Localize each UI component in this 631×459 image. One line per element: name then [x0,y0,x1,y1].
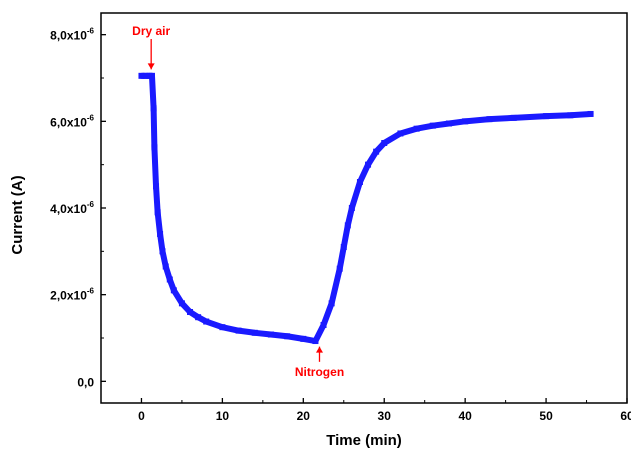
data-point [344,222,351,229]
data-point [336,265,343,272]
data-point [373,148,380,155]
data-point [187,309,194,315]
y-tick-label: 4,0x10-6 [50,200,94,216]
data-point [178,300,185,307]
x-tick-label: 30 [378,409,392,423]
data-point [148,72,155,79]
data-point [328,300,335,307]
data-point [138,72,145,79]
data-point [543,113,550,120]
data-point [445,120,452,127]
y-tick-label: 6,0x10-6 [50,113,94,129]
data-point [150,105,157,112]
annotation-label: Nitrogen [295,365,344,379]
data-point [267,331,274,338]
data-point [157,231,164,237]
y-tick-label: 8,0x10-6 [50,27,94,43]
data-point [340,244,347,250]
data-point [170,287,177,294]
data-point [381,140,388,146]
data-point [142,72,149,79]
x-tick-label: 40 [458,409,472,423]
data-point [567,112,574,119]
data-point [284,333,291,340]
data-point [251,329,258,336]
data-point [159,248,166,255]
series-line [138,72,594,345]
data-point [219,324,226,331]
annotation-arrowhead [315,346,323,353]
x-axis-title: Time (min) [326,432,402,449]
data-point [348,205,355,211]
data-point [365,161,372,168]
series-layer [138,72,594,345]
x-tick-label: 20 [297,409,311,423]
plot-frame [100,12,628,404]
data-point [166,276,173,283]
data-point [312,338,319,345]
x-tick-label: 60 [620,409,631,423]
data-point [203,318,210,325]
x-tick-label: 10 [216,409,230,423]
y-tick-label: 2,0x10-6 [50,287,94,303]
data-point [397,130,404,137]
data-point [587,110,594,117]
annotation-arrowhead [147,63,155,70]
x-tick-label: 50 [539,409,553,423]
y-axis-title: Current (A) [9,175,26,254]
data-point [235,327,242,334]
data-point [320,322,327,328]
data-point [153,183,160,190]
x-tick-label: 0 [138,409,145,423]
data-point [429,122,436,129]
data-point [462,118,469,125]
data-point [151,144,158,151]
data-point [162,263,169,270]
data-point [195,314,202,321]
annotations: Dry air Nitrogen [132,24,344,379]
data-point [510,114,517,121]
data-point [300,335,307,342]
data-point [486,116,493,123]
data-point [413,125,420,132]
axis-ticks: 0 10 20 30 40 50 60 0,0 2,0x10-6 4,0x10-6 6,0x10-6… [50,27,631,423]
data-point [356,179,363,185]
annotation-label: Dry air [132,24,170,38]
data-point [154,209,161,216]
y-tick-label: 0,0 [77,375,94,389]
